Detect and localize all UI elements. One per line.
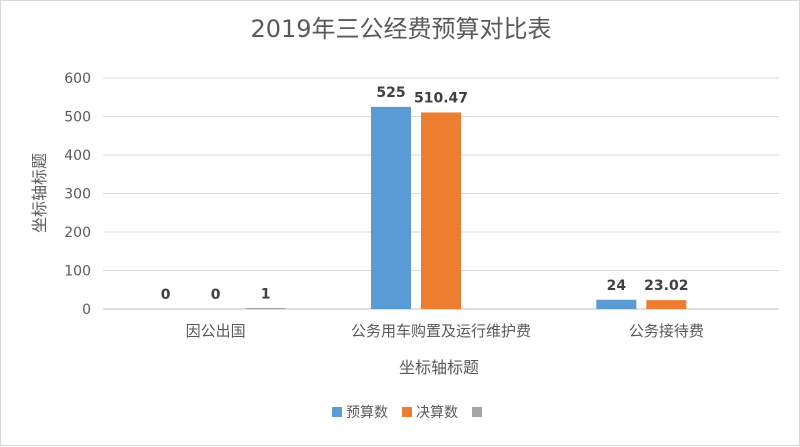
bar — [646, 300, 687, 309]
bars — [245, 106, 687, 309]
data-label: 525 — [376, 85, 405, 101]
y-tick-label: 0 — [82, 302, 91, 318]
data-label: 0 — [211, 287, 221, 303]
category-label: 因公出国 — [186, 322, 246, 340]
legend-label: 预算数 — [346, 405, 388, 421]
y-tick-label: 300 — [64, 187, 91, 203]
x-axis-title: 坐标轴标题 — [399, 358, 479, 377]
y-tick-label: 500 — [64, 110, 91, 126]
category-label: 公务用车购置及运行维护费 — [351, 322, 531, 340]
category-label: 公务接待费 — [629, 322, 704, 340]
y-tick-label: 200 — [64, 225, 91, 241]
bar — [371, 106, 411, 309]
data-label: 1 — [261, 287, 271, 303]
category-labels: 因公出国 公务用车购置及运行维护费 公务接待费 — [186, 322, 704, 340]
legend-swatch — [472, 407, 482, 417]
chart-title: 2019年三公经费预算对比表 — [250, 15, 551, 43]
bar — [245, 308, 286, 309]
data-label: 24 — [607, 278, 627, 294]
legend-swatch — [332, 407, 342, 417]
bar — [596, 299, 637, 309]
legend-swatch — [402, 407, 412, 417]
data-label: 23.02 — [644, 278, 688, 294]
y-tick-label: 600 — [64, 71, 91, 87]
data-label: 510.47 — [414, 90, 468, 106]
bar — [421, 112, 461, 309]
y-tick-label: 400 — [64, 148, 91, 164]
y-tick-label: 100 — [64, 264, 91, 280]
y-axis-title: 坐标轴标题 — [30, 153, 49, 233]
data-label: 0 — [161, 287, 171, 303]
data-labels: 0 0 1 525 510.47 24 23.02 — [161, 85, 689, 303]
legend: 预算数 决算数 — [332, 405, 482, 421]
y-axis-ticks: 0 100 200 300 400 500 600 — [64, 71, 91, 318]
legend-label: 决算数 — [416, 405, 458, 421]
